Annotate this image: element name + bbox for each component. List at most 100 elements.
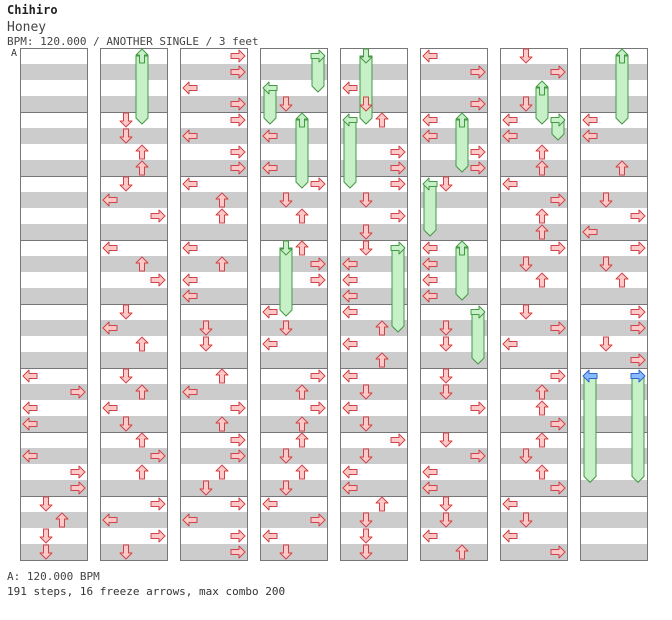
step-arrow-left [182,81,198,95]
beat-stripe [340,288,408,304]
step-arrow-right [550,321,566,335]
beat-stripe [100,160,168,176]
step-arrow-down [519,96,533,112]
beat-stripe [260,224,328,240]
step-arrow-right [230,161,246,175]
freeze-arrow-body [583,375,597,484]
step-arrow-up [215,416,229,432]
step-arrow-right [150,273,166,287]
beat-stripe [580,288,648,304]
beat-stripe [100,512,168,528]
step-arrow-down [199,336,213,352]
step-arrow-up [455,544,469,560]
step-arrow-right [70,465,86,479]
step-arrow-right [230,97,246,111]
song-title: Honey [7,20,47,35]
beat-stripe [500,544,568,560]
step-arrow-right [390,161,406,175]
beat-stripe [260,512,328,528]
beat-stripe [340,160,408,176]
beat-stripe [500,384,568,400]
step-arrow-left [182,129,198,143]
chart-column [580,48,648,561]
beat-stripe [260,128,328,144]
step-arrow-left [422,529,438,543]
bpm-summary: A: 120.000 BPM [7,570,100,583]
step-arrow-right [470,145,486,159]
step-arrow-up [215,464,229,480]
step-arrow-left [342,257,358,271]
step-arrow-left [262,497,278,511]
beat-stripe [420,160,488,176]
beat-stripe [580,256,648,272]
beat-stripe [100,192,168,208]
step-arrow-down [519,512,533,528]
step-arrow-left [342,289,358,303]
beat-stripe [20,320,88,336]
freeze-arrow-body [391,247,405,333]
step-arrow-right [390,145,406,159]
freeze-arrow-body [631,375,645,484]
freeze-arrow-body [263,87,277,125]
step-arrow-down [359,384,373,400]
step-arrow-left [342,337,358,351]
step-arrow-down [519,48,533,64]
column-border [260,48,328,561]
beat-stripe [340,544,408,560]
step-arrow-right [470,401,486,415]
step-arrow-left [22,449,38,463]
beat-stripe [500,192,568,208]
step-arrow-left [582,225,598,239]
beat-stripe [500,288,568,304]
step-arrow-up [215,256,229,272]
beat-stripe [580,96,648,112]
beat-stripe [420,64,488,80]
beat-stripe [180,288,248,304]
step-arrow-left [262,529,278,543]
step-arrow-right [150,497,166,511]
beat-stripe [100,480,168,496]
freeze-arrow-body [471,311,485,365]
beat-stripe [100,416,168,432]
step-arrow-left [422,481,438,495]
step-arrow-down [519,304,533,320]
step-arrow-right [310,401,326,415]
step-arrow-down [119,416,133,432]
beat-stripe [500,256,568,272]
beat-stripe [260,96,328,112]
beat-stripe [340,256,408,272]
freeze-arrow-head [630,369,646,383]
step-arrow-up [535,272,549,288]
beat-stripe [420,288,488,304]
step-arrow-down [279,480,293,496]
beat-stripe [500,416,568,432]
step-arrow-up [215,208,229,224]
step-arrow-left [582,113,598,127]
beat-stripe [260,352,328,368]
step-arrow-up [375,320,389,336]
step-arrow-up [615,160,629,176]
step-arrow-right [390,209,406,223]
chart-column [500,48,568,561]
beat-stripe [340,320,408,336]
beat-stripe [100,320,168,336]
step-arrow-right [230,529,246,543]
beat-stripe [420,192,488,208]
step-arrow-down [119,304,133,320]
step-arrow-down [119,176,133,192]
step-arrow-down [359,448,373,464]
step-arrow-up [295,208,309,224]
step-arrow-left [502,337,518,351]
beat-stripe [180,224,248,240]
step-arrow-left [422,465,438,479]
freeze-arrow-body [455,247,469,301]
step-arrow-down [279,192,293,208]
beat-stripe [260,288,328,304]
step-arrow-right [150,209,166,223]
chart-column [100,48,168,561]
step-arrow-right [310,513,326,527]
beat-stripe [100,256,168,272]
step-arrow-right [550,193,566,207]
beat-stripe [340,96,408,112]
beat-stripe [180,448,248,464]
